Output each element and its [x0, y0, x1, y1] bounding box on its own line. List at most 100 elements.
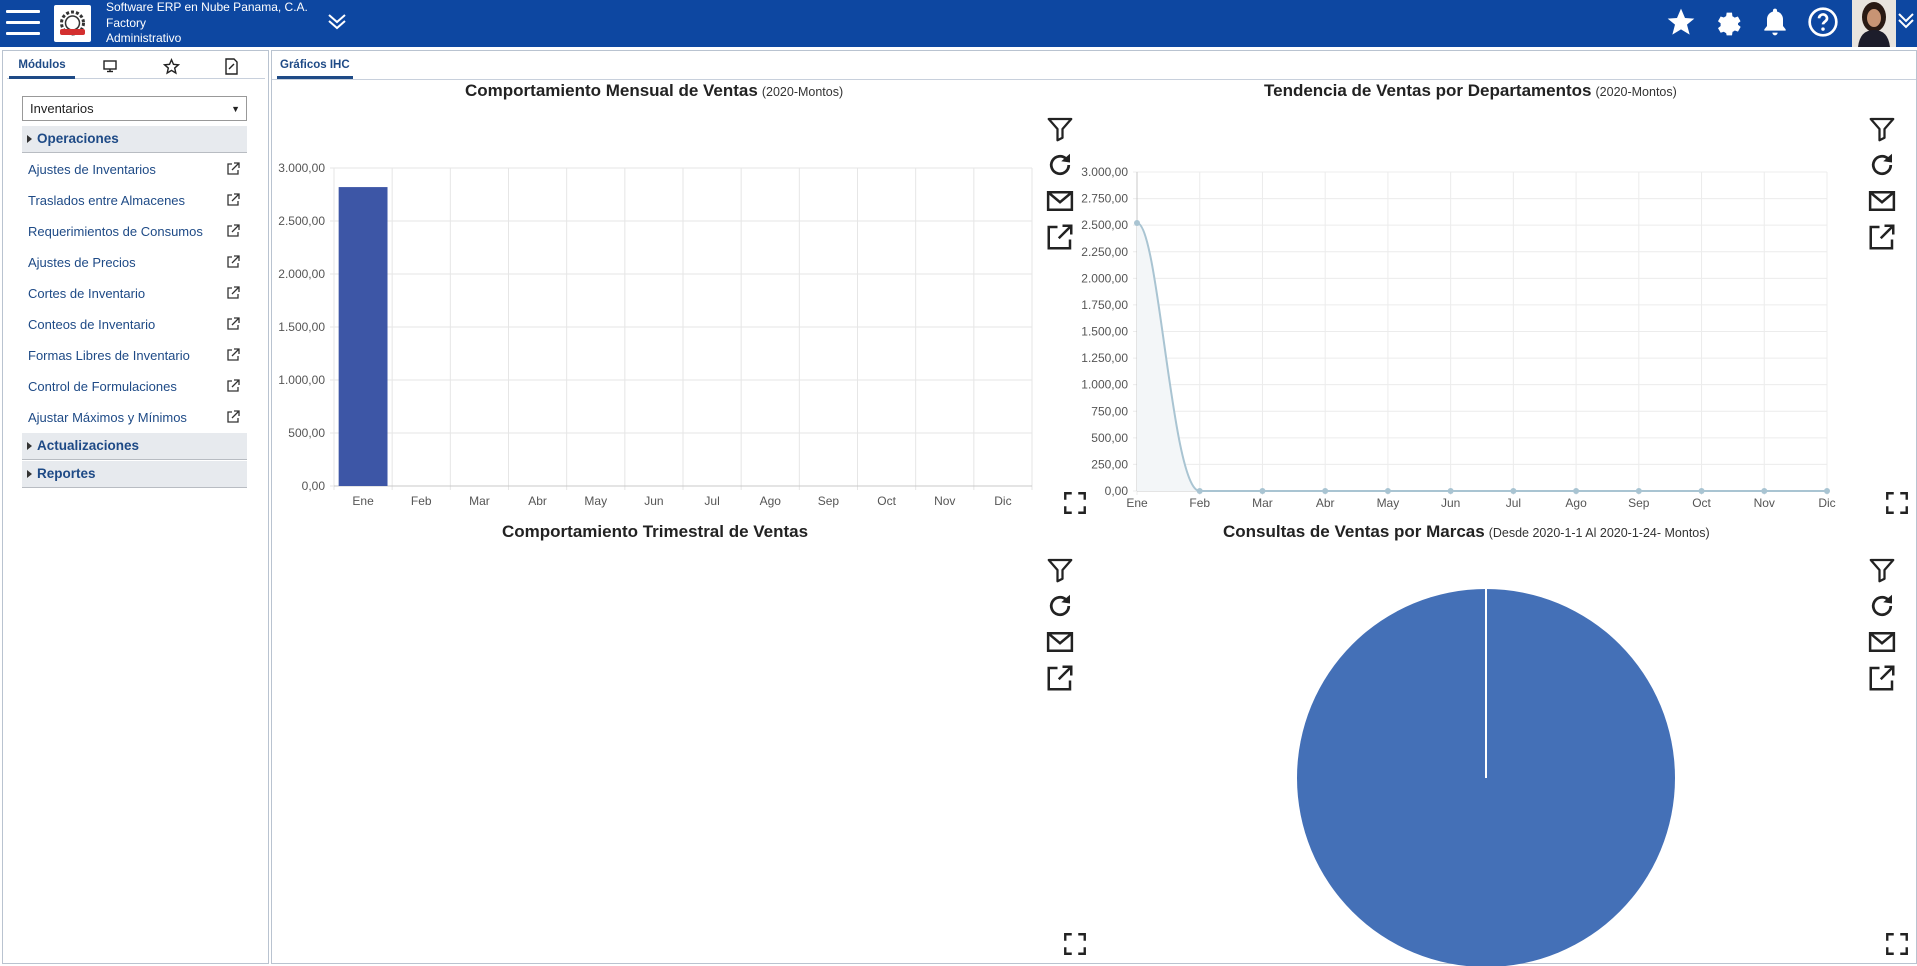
sidebar-item[interactable]: Traslados entre Almacenes: [28, 193, 186, 208]
refresh-icon[interactable]: [1867, 591, 1897, 621]
x-tick-label: Dic: [1818, 496, 1835, 510]
main-panel: Gráficos IHC Comportamiento Mensual de V…: [271, 50, 1917, 966]
external-link-icon[interactable]: [226, 348, 240, 362]
help-icon[interactable]: [1807, 6, 1839, 38]
x-tick-label: Ago: [1565, 496, 1587, 510]
external-link-icon[interactable]: [226, 255, 240, 269]
module-select[interactable]: Inventarios ▼: [22, 96, 247, 121]
y-tick-label: 750,00: [1091, 404, 1128, 418]
refresh-icon[interactable]: [1045, 150, 1075, 180]
external-link-icon[interactable]: [226, 162, 240, 176]
email-icon[interactable]: [1045, 186, 1075, 216]
data-point: [1134, 220, 1140, 227]
y-tick-label: 2.750,00: [1081, 192, 1128, 206]
section-reportes[interactable]: Reportes: [22, 461, 247, 488]
sidebar-item[interactable]: Conteos de Inventario: [28, 317, 156, 332]
double-chevron-down-icon[interactable]: [327, 12, 347, 30]
favorites-star-icon[interactable]: [1665, 6, 1697, 38]
y-tick-label: 0,00: [302, 479, 326, 493]
email-icon[interactable]: [1867, 186, 1897, 216]
company-info: Software ERP en Nube Panama, C.A. Factor…: [106, 0, 308, 47]
brand-sales-pie-chart: Otras Marcas: [1297, 589, 1675, 966]
data-point: [1447, 488, 1454, 494]
data-point: [1510, 488, 1517, 494]
triangle-right-icon: [27, 135, 32, 143]
x-tick-label: Mar: [469, 494, 490, 508]
tab-graficos-ihc[interactable]: Gráficos IHC: [277, 55, 353, 79]
y-tick-label: 2.500,00: [278, 214, 325, 228]
fullscreen-icon[interactable]: [1884, 490, 1910, 516]
fullscreen-icon[interactable]: [1062, 490, 1088, 516]
export-icon[interactable]: [1867, 222, 1897, 252]
sidebar-item[interactable]: Formas Libres de Inventario: [28, 348, 190, 363]
y-tick-label: 2.000,00: [1081, 271, 1128, 285]
section-operaciones[interactable]: Operaciones: [22, 126, 247, 153]
sidebar-item[interactable]: Control de Formulaciones: [28, 379, 177, 394]
sidebar-item[interactable]: Cortes de Inventario: [28, 286, 146, 301]
settings-gear-icon[interactable]: [1712, 6, 1744, 38]
sidebar-item[interactable]: Ajustes de Inventarios: [28, 162, 156, 177]
email-icon[interactable]: [1045, 627, 1075, 657]
sidebar-item[interactable]: Ajustar Máximos y Mínimos: [28, 410, 187, 425]
x-tick-label: Jul: [704, 494, 719, 508]
x-tick-label: Oct: [877, 494, 896, 508]
data-point: [1322, 488, 1329, 494]
data-point: [1259, 488, 1266, 494]
top-bar: Software ERP en Nube Panama, C.A. Factor…: [0, 0, 1917, 47]
x-tick-label: Oct: [1692, 496, 1711, 510]
notifications-bell-icon[interactable]: [1759, 6, 1791, 38]
x-tick-label: Feb: [1189, 496, 1210, 510]
refresh-icon[interactable]: [1045, 591, 1075, 621]
sidebar-item[interactable]: Ajustes de Precios: [28, 255, 136, 270]
filter-icon[interactable]: [1045, 114, 1075, 144]
external-link-icon[interactable]: [226, 410, 240, 424]
filter-icon[interactable]: [1045, 555, 1075, 585]
y-tick-label: 1.750,00: [1081, 298, 1128, 312]
chart-tools-1: [1045, 114, 1075, 252]
y-tick-label: 500,00: [1091, 431, 1128, 445]
user-avatar[interactable]: [1852, 0, 1896, 47]
y-tick-label: 2.250,00: [1081, 245, 1128, 259]
sidebar-item[interactable]: Requerimientos de Consumos: [28, 224, 203, 239]
export-icon[interactable]: [1867, 663, 1897, 693]
y-tick-label: 1.000,00: [278, 373, 325, 387]
fullscreen-icon[interactable]: [1884, 931, 1910, 957]
x-tick-label: Ago: [760, 494, 782, 508]
double-chevron-down-icon[interactable]: [1898, 11, 1914, 29]
export-icon[interactable]: [1045, 663, 1075, 693]
refresh-icon[interactable]: [1867, 150, 1897, 180]
hamburger-menu-icon[interactable]: [6, 10, 40, 36]
x-tick-label: Abr: [1316, 496, 1335, 510]
tab-modules[interactable]: Módulos: [9, 54, 75, 79]
external-link-icon[interactable]: [226, 317, 240, 331]
x-tick-label: May: [1377, 496, 1400, 510]
monitor-icon[interactable]: [102, 58, 118, 74]
series-line: [1136, 222, 1827, 492]
filter-icon[interactable]: [1867, 555, 1897, 585]
filter-icon[interactable]: [1867, 114, 1897, 144]
external-link-icon[interactable]: [226, 286, 240, 300]
chart-tools-3: [1045, 555, 1075, 693]
external-link-icon[interactable]: [226, 379, 240, 393]
document-icon[interactable]: [224, 58, 239, 75]
y-tick-label: 500,00: [288, 426, 325, 440]
data-point: [1384, 488, 1391, 494]
external-link-icon[interactable]: [226, 193, 240, 207]
star-icon[interactable]: [163, 58, 180, 75]
chart-subtitle: (2020-Montos): [761, 85, 844, 99]
company-logo: [54, 5, 91, 42]
external-link-icon[interactable]: [226, 224, 240, 238]
y-tick-label: 0,00: [1105, 484, 1129, 498]
section-actualizaciones[interactable]: Actualizaciones: [22, 433, 247, 460]
sidebar-tabs: Módulos: [7, 54, 265, 79]
sidebar: Módulos Inventarios ▼ Operaciones Ajuste…: [2, 50, 269, 964]
x-tick-label: Sep: [818, 494, 840, 508]
section-label: Reportes: [37, 466, 96, 481]
department-chart-title: Tendencia de Ventas por Departamentos (20…: [1264, 81, 1677, 101]
export-icon[interactable]: [1045, 222, 1075, 252]
chart-title-text: Tendencia de Ventas por Departamentos: [1264, 81, 1592, 100]
fullscreen-icon[interactable]: [1062, 931, 1088, 957]
chart-tools-2: [1867, 114, 1897, 252]
y-tick-label: 1.000,00: [1081, 378, 1128, 392]
email-icon[interactable]: [1867, 627, 1897, 657]
